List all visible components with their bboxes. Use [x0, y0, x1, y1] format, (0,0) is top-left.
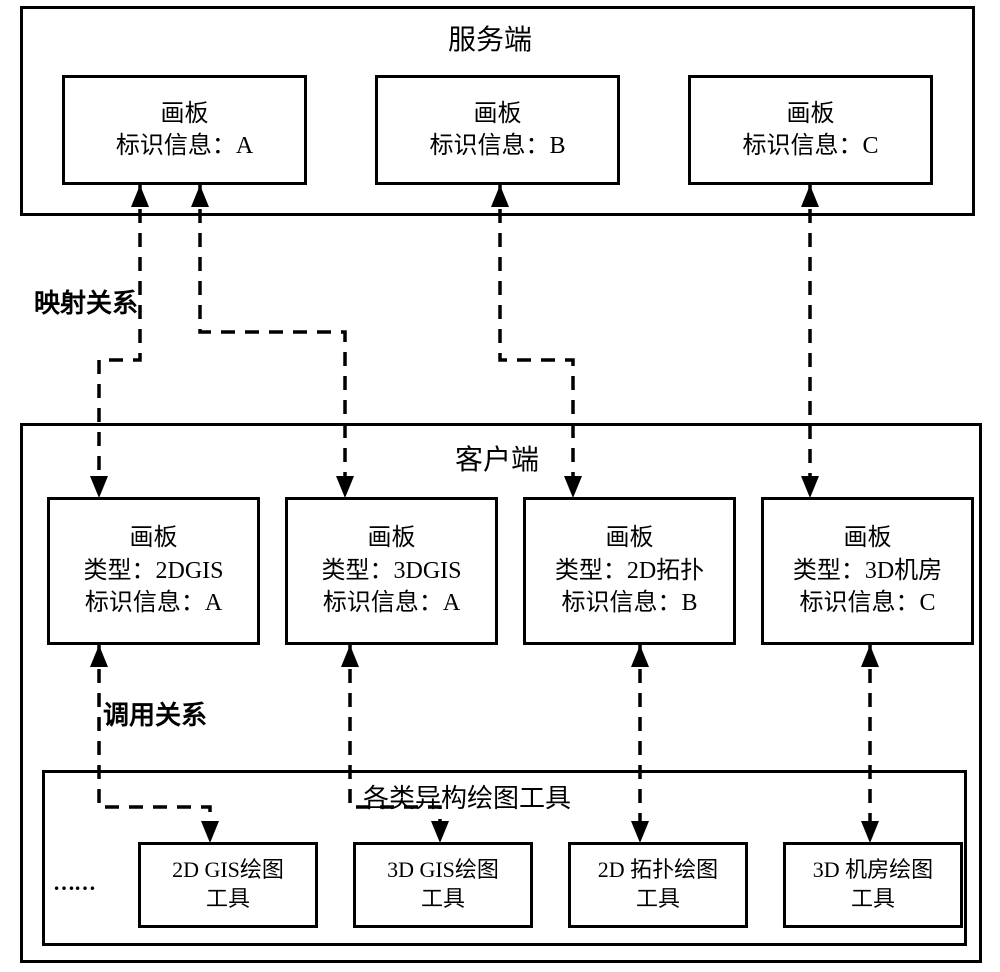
server-board-c: 画板 标识信息：C — [688, 75, 933, 185]
tools-title: 各类异构绘图工具 — [363, 778, 571, 815]
server-board-c-line1: 画板 — [787, 98, 835, 130]
tool-3-l1: 3D 机房绘图 — [813, 856, 933, 885]
client-board-0-l3: 标识信息：A — [85, 587, 222, 619]
client-board-2-l1: 画板 — [606, 522, 654, 554]
client-board-2-l2: 类型：2D拓扑 — [555, 555, 704, 587]
tool-1: 3D GIS绘图 工具 — [353, 842, 533, 928]
tool-0: 2D GIS绘图 工具 — [138, 842, 318, 928]
tool-0-l2: 工具 — [206, 885, 250, 914]
tool-0-l1: 2D GIS绘图 — [172, 856, 284, 885]
server-board-a: 画板 标识信息：A — [62, 75, 307, 185]
tool-2-l1: 2D 拓扑绘图 — [598, 856, 718, 885]
client-board-1: 画板 类型：3DGIS 标识信息：A — [285, 497, 498, 645]
client-board-1-l3: 标识信息：A — [323, 587, 460, 619]
tool-3: 3D 机房绘图 工具 — [783, 842, 963, 928]
client-board-1-l1: 画板 — [368, 522, 416, 554]
server-board-c-line2: 标识信息：C — [742, 130, 878, 162]
server-board-b-line1: 画板 — [474, 98, 522, 130]
client-board-2-l3: 标识信息：B — [561, 587, 697, 619]
server-board-b-line2: 标识信息：B — [429, 130, 565, 162]
client-board-3-l3: 标识信息：C — [799, 587, 935, 619]
client-board-0-l2: 类型：2DGIS — [83, 555, 223, 587]
client-board-3: 画板 类型：3D机房 标识信息：C — [761, 497, 974, 645]
tool-2: 2D 拓扑绘图 工具 — [568, 842, 748, 928]
server-title: 服务端 — [448, 18, 532, 58]
client-board-2: 画板 类型：2D拓扑 标识信息：B — [523, 497, 736, 645]
tool-3-l2: 工具 — [851, 885, 895, 914]
tools-ellipsis: …… — [53, 870, 95, 896]
tool-1-l1: 3D GIS绘图 — [387, 856, 499, 885]
mapping-label: 映射关系 — [34, 283, 138, 320]
client-board-3-l2: 类型：3D机房 — [793, 555, 942, 587]
client-board-0-l1: 画板 — [130, 522, 178, 554]
client-board-1-l2: 类型：3DGIS — [321, 555, 461, 587]
server-board-a-line1: 画板 — [161, 98, 209, 130]
server-board-a-line2: 标识信息：A — [116, 130, 253, 162]
server-board-b: 画板 标识信息：B — [375, 75, 620, 185]
tool-1-l2: 工具 — [421, 885, 465, 914]
call-label: 调用关系 — [103, 695, 207, 732]
client-board-0: 画板 类型：2DGIS 标识信息：A — [47, 497, 260, 645]
client-board-3-l1: 画板 — [844, 522, 892, 554]
architecture-diagram: 服务端 画板 标识信息：A 画板 标识信息：B 画板 标识信息：C 映射关系 客… — [0, 0, 1000, 972]
client-title: 客户端 — [455, 438, 539, 478]
tool-2-l2: 工具 — [636, 885, 680, 914]
